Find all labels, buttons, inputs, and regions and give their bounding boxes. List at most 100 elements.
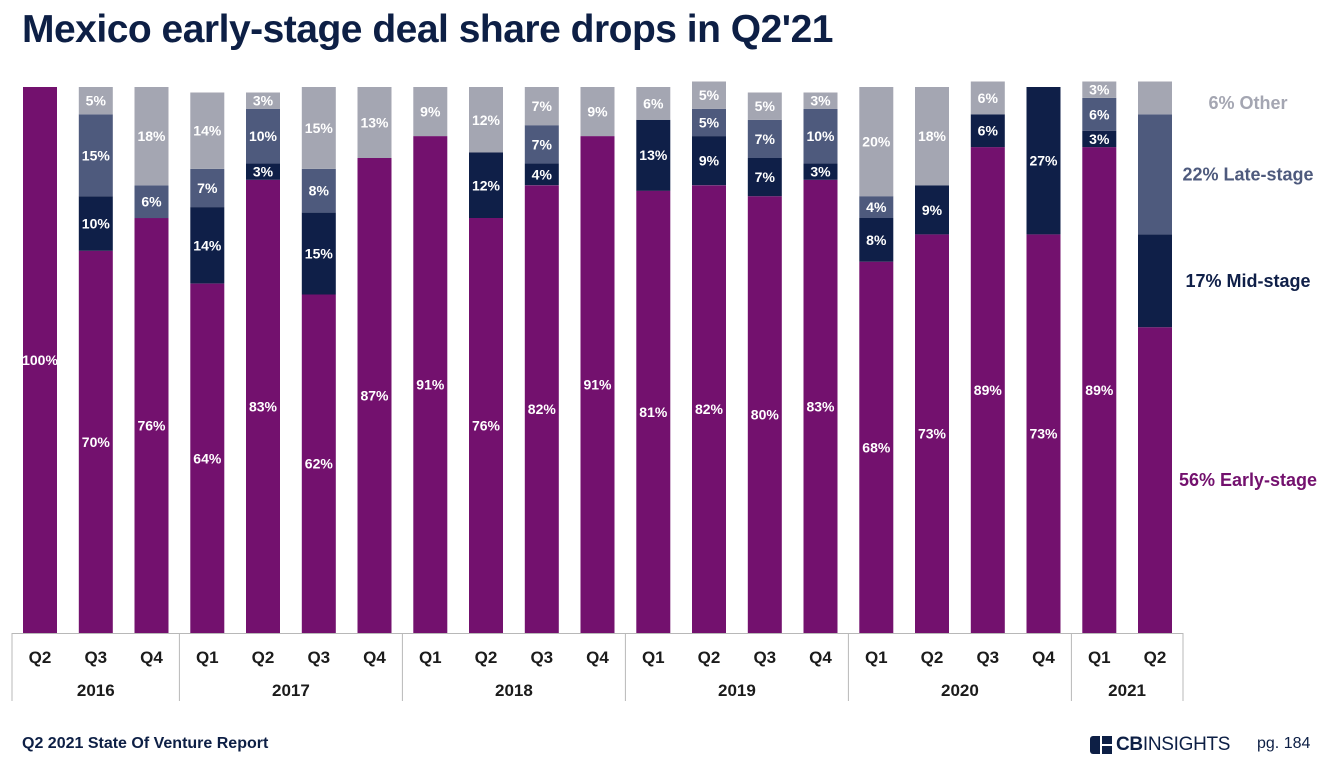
bar-segment-other [1138,81,1172,115]
bar-segment-early-stage [1138,327,1172,633]
x-tick-label: Q2 [252,648,275,667]
bar-value-label: 9% [587,104,608,120]
bar-segment-early-stage [469,218,503,633]
year-label: 2016 [77,681,115,700]
bar-value-label: 5% [699,115,720,131]
bar-value-label: 14% [193,123,222,139]
bar-value-label: 8% [866,232,887,248]
year-label: 2020 [941,681,979,700]
cb-insights-logo: CB INSIGHTS [1090,732,1230,758]
x-tick-label: Q4 [363,648,386,667]
legend-entry-late-stage: 22% Late-stage [1182,164,1313,184]
bar-segment-mid-stage [970,114,1005,148]
bar-segment-other [190,92,225,169]
bar-value-label: 5% [755,98,776,114]
bar-segment-late-stage [692,108,726,137]
bar-segment-early-stage [970,147,1005,633]
bar-segment-early-stage [190,283,225,633]
bar-segment-mid-stage [469,152,503,218]
bar-value-label: 9% [699,153,720,169]
bar-segment-mid-stage [1138,234,1172,328]
bar-value-label: 3% [253,164,274,180]
bar-value-label: 13% [639,147,668,163]
bar-value-label: 9% [922,202,943,218]
bar-value-label: 5% [86,93,107,109]
bar-value-label: 3% [1089,131,1110,147]
bar-value-label: 5% [699,87,720,103]
bar-segment-other [803,92,838,109]
bar-value-label: 18% [918,128,947,144]
bar-segment-other [915,87,949,186]
bar-value-label: 64% [193,450,222,466]
legend: 6% Other 22% Late-stage 17% Mid-stage 56% E… [1179,93,1317,490]
bar-value-label: 6% [978,90,999,106]
x-tick-label: Q2 [698,648,721,667]
bar-value-label: 10% [249,128,278,144]
bar-value-label: 20% [862,134,891,150]
bar-value-label: 10% [806,128,835,144]
bar-segment-other [636,87,671,120]
bar-segment-other [1082,81,1117,98]
legend-entry-early-stage: 56% Early-stage [1179,470,1317,490]
bar-value-label: 83% [249,398,278,414]
year-label: 2019 [718,681,756,700]
bar-segment-mid-stage [692,136,726,186]
x-tick-label: Q1 [642,648,665,667]
x-tick-label: Q2 [29,648,52,667]
bar-value-label: 7% [532,98,553,114]
bar-segment-early-stage [134,218,169,633]
bar-value-label: 15% [305,246,334,262]
bar-value-label: 89% [1085,382,1114,398]
bar-value-label: 91% [416,377,445,393]
bar-segment-late-stage [1082,97,1117,131]
year-label: 2021 [1108,681,1146,700]
bar-segment-other [357,87,392,158]
x-tick-label: Q3 [84,648,107,667]
bar-segment-early-stage [357,158,392,633]
bar-segment-early-stage [1082,147,1117,633]
bar-segment-late-stage [859,196,894,218]
bar-segment-mid-stage [859,218,894,262]
bar-value-label: 76% [137,418,166,434]
x-tick-label: Q3 [753,648,776,667]
bar-segment-mid-stage [747,158,782,197]
bar-value-label: 73% [918,426,947,442]
bar-segment-other [859,87,894,197]
bar-segment-other [413,87,448,137]
x-tick-label: Q1 [1088,648,1111,667]
bar-value-label: 91% [583,377,612,393]
x-tick-label: Q2 [921,648,944,667]
x-tick-label: Q3 [976,648,999,667]
x-tick-label: Q3 [530,648,553,667]
bar-segment-other [134,87,169,186]
bar-value-label: 7% [755,131,776,147]
bar-value-label: 76% [472,418,501,434]
bar-value-label: 7% [755,169,776,185]
bar-segment-late-stage [747,119,782,158]
bar-value-label: 87% [360,388,389,404]
year-label: 2018 [495,681,533,700]
bar-segment-early-stage [859,261,894,633]
bar-segment-early-stage [747,196,782,633]
x-tick-label: Q2 [475,648,498,667]
bar-segment-late-stage [803,108,838,164]
bar-segment-late-stage [134,185,169,219]
bar-value-label: 82% [695,401,724,417]
report-name: Q2 2021 State Of Venture Report [22,735,269,752]
bar-segment-late-stage [246,108,280,164]
bar-value-label: 7% [197,180,218,196]
bar-value-label: 100% [22,352,58,368]
bar-segment-other [747,92,782,120]
bar-segment-early-stage [692,185,726,634]
bar-segment-late-stage [524,125,559,164]
x-tick-label: Q2 [1144,648,1167,667]
x-tick-label: Q4 [1032,648,1055,667]
bar-value-label: 6% [643,95,664,111]
x-tick-label: Q3 [307,648,330,667]
bar-segment-early-stage [413,136,448,633]
bar-segment-mid-stage [301,212,336,295]
bar-value-label: 10% [82,216,111,232]
bar-segment-other [580,87,615,137]
legend-entry-mid-stage: 17% Mid-stage [1185,271,1310,291]
x-tick-label: Q4 [809,648,832,667]
